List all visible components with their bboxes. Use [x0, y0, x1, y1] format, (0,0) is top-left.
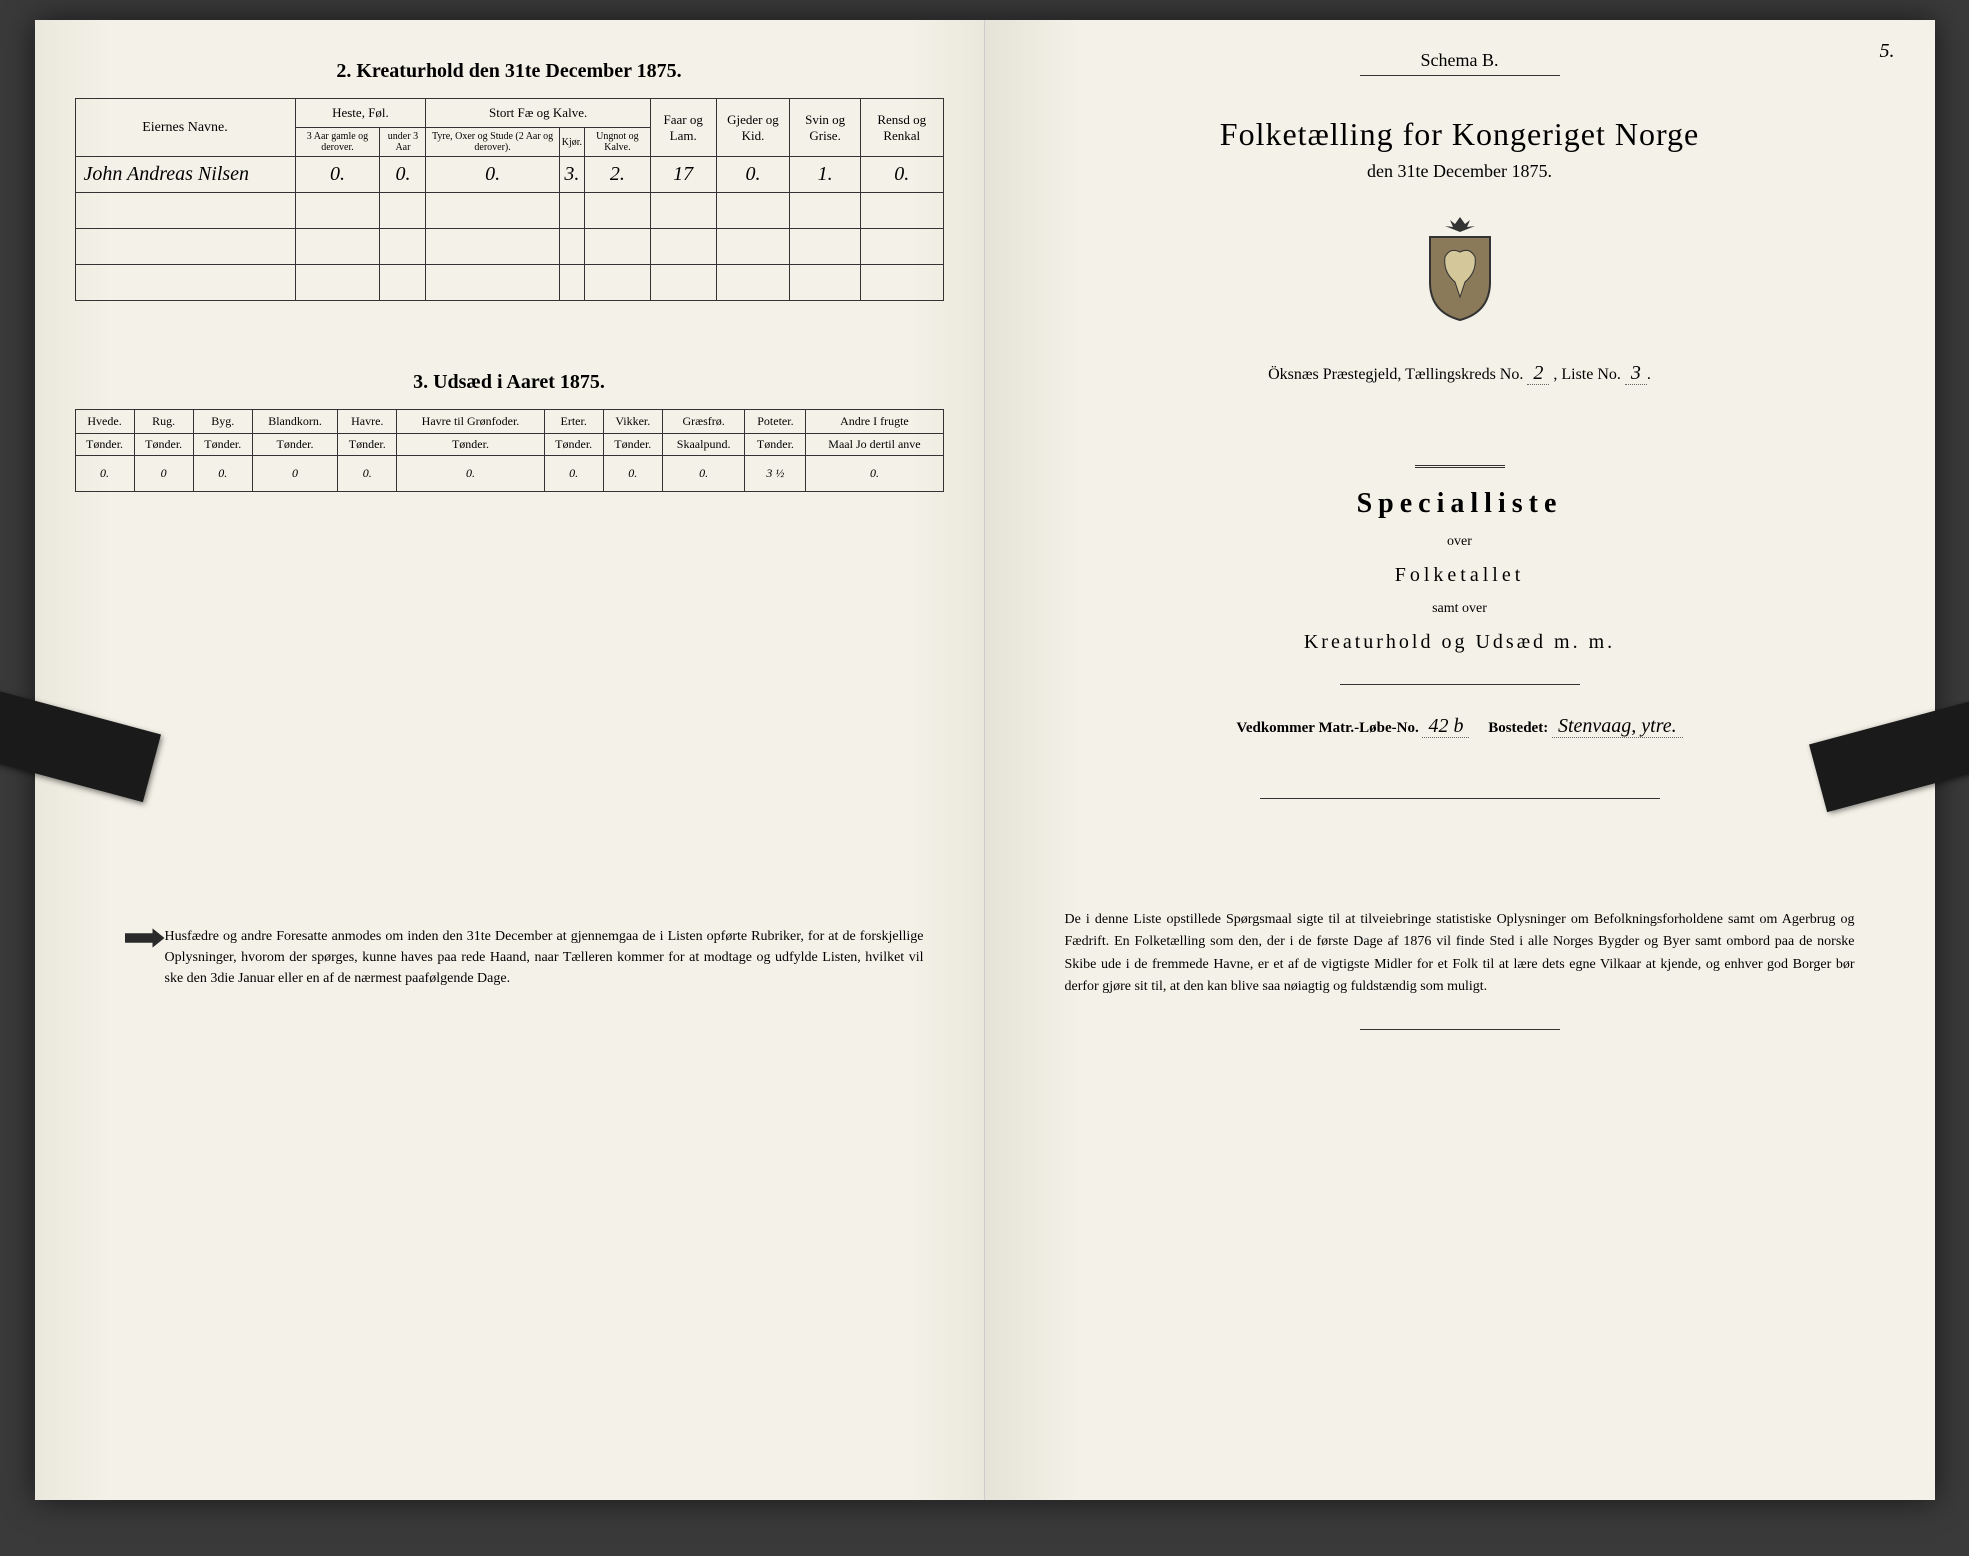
cell: 0. — [603, 456, 662, 492]
sub-s3: Ungnot og Kalve. — [585, 128, 651, 157]
cell: 3 ½ — [745, 456, 806, 492]
t3u: Tønder. — [252, 434, 337, 456]
cell: 0. — [193, 456, 252, 492]
col-heste: Heste, Føl. — [295, 99, 426, 128]
t3u: Tønder. — [75, 434, 134, 456]
cell: 0 — [134, 456, 193, 492]
kreaturhold-label: Kreaturhold og Udsæd m. m. — [1025, 631, 1895, 654]
col-eier: Eiernes Navne. — [75, 99, 295, 157]
t3u: Tønder. — [134, 434, 193, 456]
owner-name: John Andreas Nilsen — [75, 157, 295, 193]
book-spread: 2. Kreaturhold den 31te December 1875. E… — [35, 20, 1935, 1500]
cell: 0. — [295, 157, 380, 193]
cell: 0. — [397, 456, 544, 492]
t3h: Græsfrø. — [662, 410, 745, 434]
schema-text: Schema B. — [1421, 50, 1499, 70]
t3h: Vikker. — [603, 410, 662, 434]
sub-h1: 3 Aar gamle og derover. — [295, 128, 380, 157]
sub-s2: Kjør. — [559, 128, 584, 157]
cell: 0. — [338, 456, 397, 492]
t3u: Skaalpund. — [662, 434, 745, 456]
t3h: Havre til Grønfoder. — [397, 410, 544, 434]
cell: 0 — [252, 456, 337, 492]
col-gjeder: Gjeder og Kid. — [716, 99, 790, 157]
table-kreaturhold: Eiernes Navne. Heste, Føl. Stort Fæ og K… — [75, 98, 944, 301]
left-page: 2. Kreaturhold den 31te December 1875. E… — [35, 20, 985, 1500]
col-svin: Svin og Grise. — [790, 99, 861, 157]
cell: 0. — [544, 456, 603, 492]
right-page: 5. Schema B. Folketælling for Kongeriget… — [985, 20, 1935, 1500]
cell: 2. — [585, 157, 651, 193]
cell: 0. — [716, 157, 790, 193]
census-title: Folketælling for Kongeriget Norge — [1025, 116, 1895, 153]
section3-title: 3. Udsæd i Aaret 1875. — [75, 371, 944, 394]
cell: 0. — [75, 456, 134, 492]
left-footer-text: Husfædre og andre Foresatte anmodes om i… — [165, 926, 924, 989]
divider — [1260, 798, 1660, 799]
meta-liste: 3 — [1625, 362, 1647, 385]
t3u: Tønder. — [397, 434, 544, 456]
table-row — [75, 265, 943, 301]
coat-of-arms-icon — [1415, 212, 1505, 322]
sub-s1: Tyre, Oxer og Stude (2 Aar og derover). — [426, 128, 559, 157]
t3h: Blandkorn. — [252, 410, 337, 434]
meta-line: Öksnæs Præstegjeld, Tællingskreds No. 2 … — [1025, 362, 1895, 385]
vedk-place: Stenvaag, ytre. — [1552, 715, 1683, 738]
section2-title: 2. Kreaturhold den 31te December 1875. — [75, 60, 944, 83]
cell: 0. — [806, 456, 943, 492]
cell: 3. — [559, 157, 584, 193]
page-number: 5. — [1880, 40, 1895, 63]
pointer-hand-icon — [125, 926, 165, 950]
cell: 1. — [790, 157, 861, 193]
t3u: Tønder. — [745, 434, 806, 456]
t3u: Tønder. — [193, 434, 252, 456]
meta-mid: , Liste No. — [1553, 366, 1621, 383]
divider — [1415, 465, 1505, 468]
divider — [1340, 684, 1580, 685]
t3u: Tønder. — [544, 434, 603, 456]
cell: 0. — [426, 157, 559, 193]
t3h: Byg. — [193, 410, 252, 434]
col-faar: Faar og Lam. — [650, 99, 716, 157]
col-rensd: Rensd og Renkal — [860, 99, 943, 157]
t3h: Rug. — [134, 410, 193, 434]
specialliste-title: Specialliste — [1025, 488, 1895, 520]
table-row: John Andreas Nilsen 0. 0. 0. 3. 2. 17 0.… — [75, 157, 943, 193]
table-header-row: Hvede. Rug. Byg. Blandkorn. Havre. Havre… — [75, 410, 943, 434]
over-label: over — [1025, 534, 1895, 550]
folketallet-label: Folketallet — [1025, 564, 1895, 587]
vedk-no: 42 b — [1422, 715, 1469, 738]
cell: 0. — [380, 157, 426, 193]
cell: 0. — [662, 456, 745, 492]
table-row: 0. 0 0. 0 0. 0. 0. 0. 0. 3 ½ 0. — [75, 456, 943, 492]
table-row — [75, 193, 943, 229]
right-footer-text: De i denne Liste opstillede Spørgsmaal s… — [1065, 909, 1855, 999]
schema-label: Schema B. — [1025, 50, 1895, 76]
col-stort: Stort Fæ og Kalve. — [426, 99, 650, 128]
sub-h2: under 3 Aar — [380, 128, 426, 157]
cell: 17 — [650, 157, 716, 193]
table-row — [75, 229, 943, 265]
t3h: Poteter. — [745, 410, 806, 434]
samt-label: samt over — [1025, 601, 1895, 617]
t3h: Hvede. — [75, 410, 134, 434]
cell: 0. — [860, 157, 943, 193]
divider — [1360, 1029, 1560, 1030]
t3u: Tønder. — [338, 434, 397, 456]
table-udsaed: Hvede. Rug. Byg. Blandkorn. Havre. Havre… — [75, 409, 944, 492]
vedk-a: Vedkommer Matr.-Løbe-No. — [1236, 720, 1418, 736]
t3h: Andre I frugte — [806, 410, 943, 434]
t3h: Havre. — [338, 410, 397, 434]
t3u: Maal Jo dertil anve — [806, 434, 943, 456]
vedk-b: Bostedet: — [1488, 720, 1548, 736]
table-units-row: Tønder. Tønder. Tønder. Tønder. Tønder. … — [75, 434, 943, 456]
vedkommer-line: Vedkommer Matr.-Løbe-No. 42 b Bostedet: … — [1025, 715, 1895, 738]
t3u: Tønder. — [603, 434, 662, 456]
meta-kreds: 2 — [1527, 362, 1549, 385]
meta-prefix: Öksnæs Præstegjeld, Tællingskreds No. — [1268, 366, 1523, 383]
census-subtitle: den 31te December 1875. — [1025, 161, 1895, 182]
t3h: Erter. — [544, 410, 603, 434]
